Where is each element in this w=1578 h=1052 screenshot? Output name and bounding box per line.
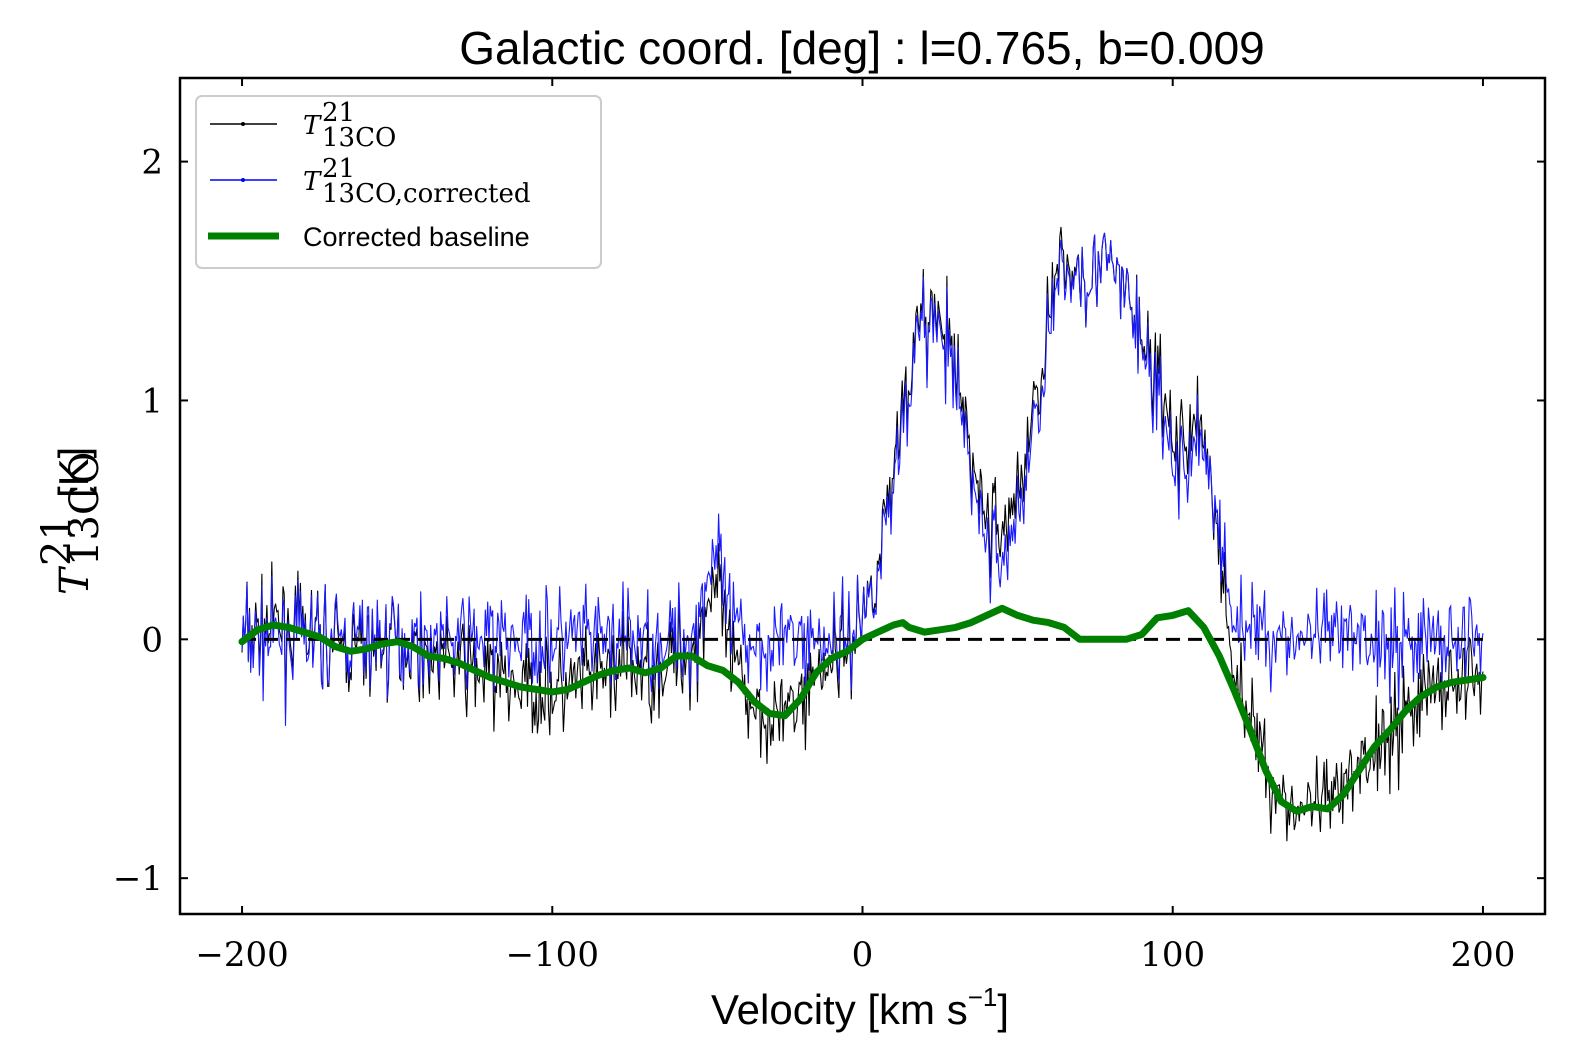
legend-label-corrected-symbol: T bbox=[303, 167, 322, 197]
x-axis-label-close: ] bbox=[997, 986, 1009, 1033]
y-tick-label: −1 bbox=[113, 859, 163, 899]
spectrum-series-group bbox=[241, 226, 1484, 842]
x-tick-label: 200 bbox=[1451, 935, 1516, 975]
legend-label-raw-sup: 21 bbox=[322, 98, 355, 128]
corrected-baseline-line bbox=[238, 604, 1487, 815]
axis-ticks: −200 −100 0 100 200 −1 0 1 2 bbox=[113, 78, 1545, 975]
legend: T 21 13CO T 21 13CO,corrected Corrected … bbox=[195, 95, 602, 269]
legend-label-raw-sub: 13CO bbox=[322, 123, 396, 153]
legend-marker-raw bbox=[241, 122, 245, 126]
x-axis-label-exponent: −1 bbox=[968, 982, 998, 1012]
legend-label-raw-symbol: T bbox=[303, 111, 322, 141]
x-axis-label: Velocity [km s−1] bbox=[711, 982, 1009, 1033]
x-tick-label: −100 bbox=[506, 935, 599, 975]
x-tick-label: −200 bbox=[195, 935, 288, 975]
y-tick-label: 0 bbox=[141, 620, 163, 660]
legend-marker-corrected bbox=[241, 178, 245, 182]
y-axis-label-superscript: 21 bbox=[34, 515, 80, 566]
y-axis-label-symbol: T bbox=[52, 565, 98, 595]
x-tick-label: 100 bbox=[1140, 935, 1205, 975]
legend-label-corrected-sub: 13CO,corrected bbox=[322, 179, 531, 209]
corrected-spectrum-line bbox=[241, 232, 1484, 726]
raw-spectrum-line bbox=[241, 226, 1484, 842]
y-tick-label: 2 bbox=[141, 143, 163, 183]
legend-box bbox=[195, 95, 602, 269]
x-tick-label: 0 bbox=[852, 935, 874, 975]
x-axis-label-main: Velocity [km s bbox=[711, 986, 968, 1033]
y-axis-label: T 21 13CO [K] bbox=[34, 447, 108, 595]
legend-label-baseline: Corrected baseline bbox=[303, 222, 530, 252]
y-axis-label-unit: [K] bbox=[50, 447, 97, 498]
y-axis-label-subscript: 13CO bbox=[62, 452, 108, 566]
y-tick-label: 1 bbox=[141, 381, 163, 421]
legend-label-corrected-sup: 21 bbox=[322, 154, 355, 184]
chart-title: Galactic coord. [deg] : l=0.765, b=0.009 bbox=[459, 22, 1265, 74]
